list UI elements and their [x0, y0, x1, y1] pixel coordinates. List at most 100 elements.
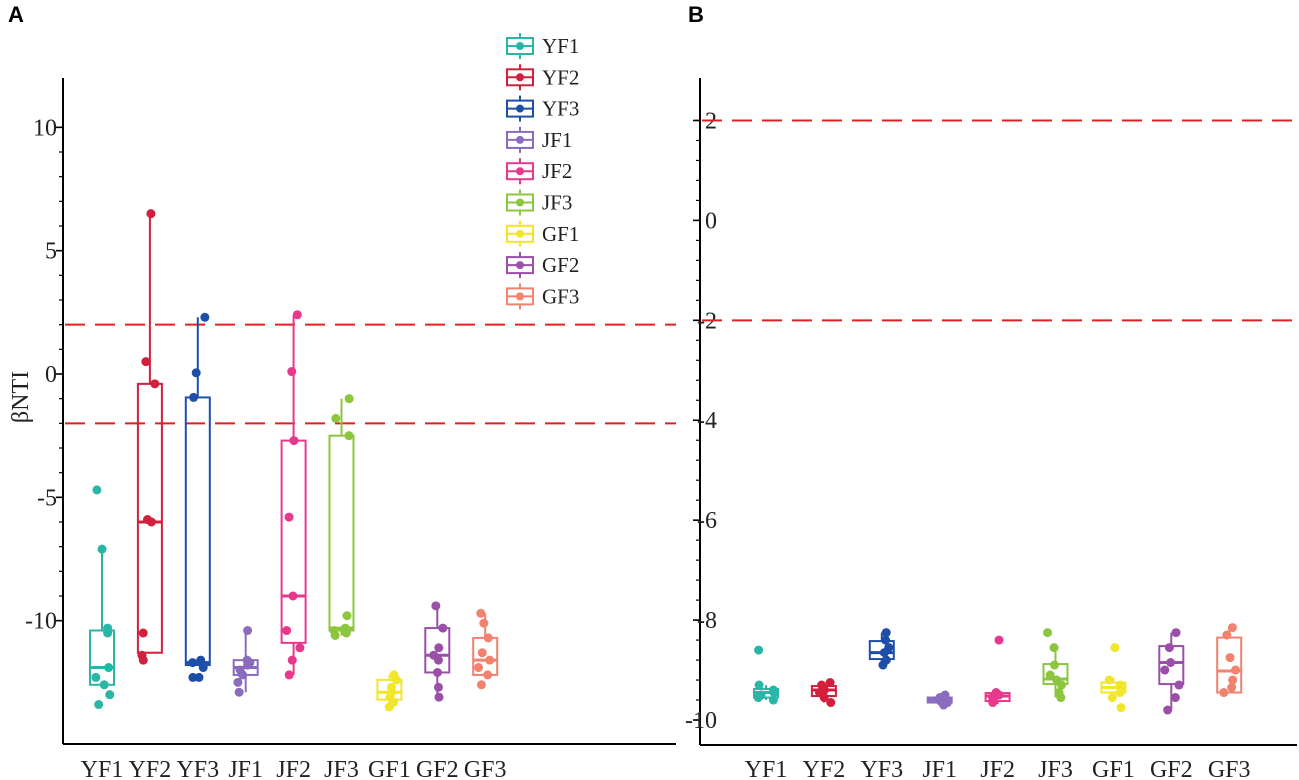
data-point: [879, 648, 889, 658]
data-point: [754, 680, 764, 690]
data-point: [384, 702, 394, 712]
box-gf1: [1100, 643, 1127, 713]
x-tick-label: GF1: [368, 757, 411, 780]
y-tick-label: -4: [697, 408, 717, 434]
data-point: [432, 667, 442, 677]
data-point: [1171, 628, 1181, 638]
x-tick-label: GF2: [416, 757, 459, 780]
data-point: [476, 680, 486, 690]
y-tick-label: -10: [25, 609, 57, 635]
legend-item-gf3: GF3: [506, 283, 579, 310]
data-point: [342, 611, 352, 621]
box-yf3: [184, 312, 211, 682]
data-point: [289, 436, 299, 446]
box-jf2: [280, 310, 307, 680]
data-point: [292, 310, 302, 320]
x-tick-label: GF3: [1208, 757, 1251, 780]
legend-label: GF1: [542, 222, 579, 246]
legend-key-point: [516, 292, 524, 301]
box-body: [280, 439, 307, 644]
data-point: [1116, 703, 1126, 713]
x-tick-label: GF3: [464, 757, 507, 780]
data-point: [1222, 630, 1232, 640]
legend-label: YF3: [542, 97, 579, 121]
legend-item-jf3: JF3: [506, 189, 572, 216]
data-point: [99, 680, 109, 690]
legend-label: YF2: [542, 65, 579, 89]
legend-key-point: [516, 73, 524, 82]
data-point: [104, 663, 114, 673]
box-yf1: [89, 485, 115, 710]
legend-key-point: [516, 167, 524, 176]
data-point: [198, 663, 208, 673]
box-gf2: [1158, 628, 1185, 715]
data-point: [438, 623, 448, 633]
data-point: [1228, 675, 1238, 685]
panel-a-label: A: [8, 2, 24, 27]
data-point: [287, 655, 297, 665]
legend-key-point: [516, 261, 524, 270]
x-tick-label: GF1: [1092, 757, 1135, 780]
data-point: [188, 658, 198, 668]
legend-item-yf3: YF3: [506, 95, 579, 122]
data-point: [295, 643, 305, 653]
data-point: [881, 628, 891, 638]
x-tick-label: JF3: [324, 757, 359, 780]
box-gf3: [472, 608, 499, 690]
legend: YF1 YF2 YF3 JF1 JF2 JF3 GF1 GF2 GF3: [506, 33, 579, 310]
box-jf2: [984, 635, 1011, 708]
y-tick-label: 2: [705, 108, 717, 134]
x-tick-label: JF1: [922, 757, 957, 780]
data-point: [331, 413, 341, 423]
data-point: [391, 675, 401, 685]
data-point: [234, 687, 244, 697]
data-point: [939, 700, 949, 710]
data-point: [282, 626, 292, 636]
legend-key-point: [516, 104, 524, 113]
data-point: [483, 670, 493, 680]
data-point: [1231, 665, 1241, 675]
x-tick-label: YF1: [81, 757, 124, 780]
legend-item-gf2: GF2: [506, 252, 579, 279]
data-point: [330, 630, 340, 640]
data-point: [146, 517, 156, 527]
data-point: [434, 643, 444, 653]
legend-key-point: [516, 198, 524, 207]
data-point: [988, 698, 998, 708]
data-point: [1166, 658, 1176, 668]
data-point: [477, 648, 487, 658]
legend-label: YF1: [542, 34, 579, 58]
data-point: [474, 663, 484, 673]
data-point: [1043, 628, 1053, 638]
legend-item-jf1: JF1: [506, 126, 572, 153]
data-point: [1225, 653, 1235, 663]
legend-key-point: [516, 229, 524, 238]
box-body: [136, 382, 163, 654]
y-tick-label: -8: [697, 608, 717, 634]
data-point: [92, 485, 102, 495]
data-point: [1107, 693, 1117, 703]
legend-item-yf2: YF2: [506, 64, 579, 91]
data-point: [433, 655, 443, 665]
data-point: [138, 655, 148, 665]
box-jf1: [926, 690, 953, 710]
data-point: [1160, 665, 1170, 675]
y-tick-label: -10: [685, 708, 717, 734]
data-point: [1115, 688, 1125, 698]
data-point: [1050, 660, 1060, 670]
data-point: [150, 379, 160, 389]
box-yf1: [753, 645, 779, 705]
data-point: [233, 677, 243, 687]
data-point: [243, 660, 253, 670]
x-tick-label: YF1: [745, 757, 788, 780]
data-point: [1170, 693, 1180, 703]
legend-label: JF3: [542, 191, 572, 215]
data-point: [881, 635, 891, 645]
x-tick-label: JF3: [1038, 757, 1073, 780]
data-point: [1164, 643, 1174, 653]
data-point: [341, 628, 351, 638]
box-body: [328, 434, 355, 632]
